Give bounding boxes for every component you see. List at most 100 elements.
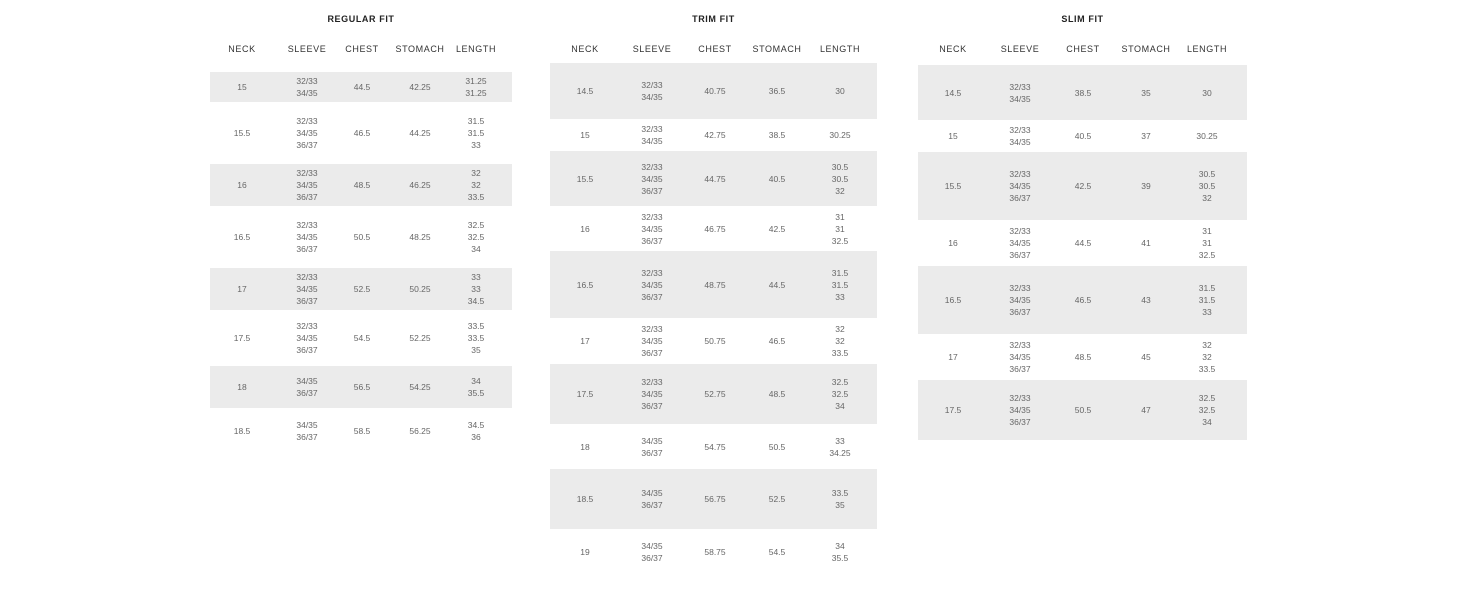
neck-cell: 18.5 (576, 494, 594, 504)
table-row: 17.5 32/33 34/35 36/37 52.75 48.5 32.5 32.5 34 (550, 364, 877, 424)
table-row: 18.5 34/35 36/37 58.5 56.25 34.5 36 (210, 408, 512, 453)
length-cell: 30.25 (1196, 120, 1217, 152)
table-row: 14.5 32/33 34/35 40.75 36.5 30 (550, 63, 877, 119)
cell-line: 31.5 (1198, 295, 1216, 305)
cell-line: 36/37 (1009, 417, 1031, 427)
chest-cell: 48.5 (353, 180, 371, 190)
cell-line: 34/35 (641, 540, 663, 551)
cell-line: 32 (1202, 352, 1212, 362)
cell-line: 32/33 (1009, 340, 1031, 350)
neck-cell: 18 (237, 382, 247, 392)
cell-line: 34/35 (296, 333, 318, 343)
length-cell: 34.5 36 (468, 408, 485, 453)
cell-line: 33 (835, 435, 845, 446)
cell-line: 34/35 (641, 435, 663, 446)
chest-cell: 52.5 (353, 284, 371, 294)
cell-line: 31.5 (831, 267, 849, 278)
cell-line: 31 (1202, 226, 1212, 236)
length-cell: 33.5 33.5 35 (468, 310, 485, 366)
cell-line: 33.5 (1198, 364, 1216, 374)
sleeve-cell: 32/33 34/35 36/37 (1009, 220, 1030, 266)
column-header-neck: NECK (228, 44, 256, 54)
cell-line: 32/33 (641, 377, 663, 387)
cell-line: 32 (471, 168, 481, 178)
chest-cell: 56.75 (704, 494, 726, 504)
cell-line: 32.5 (831, 377, 849, 387)
neck-cell: 16 (948, 238, 958, 248)
cell-line: 34.5 (467, 296, 485, 306)
chest-cell: 50.5 (1074, 405, 1092, 415)
length-cell: 31.25 31.25 (465, 72, 486, 102)
length-cell: 31 31 32.5 (1199, 220, 1216, 266)
cell-line: 32/33 (1009, 81, 1031, 92)
cell-line: 30 (835, 86, 845, 96)
cell-line: 32.5 (831, 389, 849, 399)
chest-cell: 50.5 (353, 232, 371, 242)
length-cell: 32 32 33.5 (832, 318, 849, 364)
stomach-cell: 48.25 (409, 232, 431, 242)
column-header-neck: NECK (571, 44, 599, 54)
column-header-length: LENGTH (1186, 44, 1228, 54)
cell-line: 32.5 (831, 235, 849, 246)
column-header-sleeve: SLEEVE (287, 44, 327, 54)
table-row: 16.5 32/33 34/35 36/37 50.5 48.25 32.5 32.5 34 (210, 206, 512, 268)
neck-cell: 19 (580, 546, 590, 557)
cell-line: 33.5 (831, 348, 849, 358)
cell-line: 34/35 (296, 88, 318, 98)
cell-line: 32 (471, 180, 481, 190)
neck-cell: 18 (580, 441, 590, 452)
table-row: 15 32/33 34/35 40.5 37 30.25 (918, 120, 1247, 152)
chest-cell: 50.75 (704, 336, 726, 346)
stomach-cell: 46.5 (768, 336, 786, 346)
neck-cell: 15 (580, 130, 590, 140)
length-cell: 34 35.5 (832, 529, 849, 574)
column-header-length: LENGTH (819, 44, 861, 54)
neck-cell: 16.5 (944, 295, 962, 305)
cell-line: 31.25 (465, 76, 487, 86)
cell-line: 35 (471, 345, 481, 355)
chest-cell: 56.5 (353, 382, 371, 392)
sleeve-cell: 32/33 34/35 36/37 (296, 206, 317, 268)
stomach-cell: 50.5 (768, 441, 786, 452)
neck-cell: 17.5 (576, 389, 594, 399)
table-row: 18.5 34/35 36/37 56.75 52.5 33.5 35 (550, 469, 877, 529)
cell-line: 33.5 (467, 321, 485, 331)
cell-line: 34/35 (1009, 93, 1031, 104)
cell-line: 32/33 (296, 321, 318, 331)
sleeve-cell: 32/33 34/35 (1009, 65, 1030, 120)
sleeve-cell: 34/35 36/37 (641, 424, 662, 469)
sleeve-cell: 34/35 36/37 (296, 408, 317, 453)
neck-cell: 17 (580, 336, 590, 346)
cell-line: 35.5 (467, 388, 485, 398)
chest-cell: 40.75 (704, 86, 726, 96)
stomach-cell: 39 (1141, 181, 1151, 191)
sleeve-cell: 32/33 34/35 (641, 119, 662, 151)
table-body: 14.5 32/33 34/35 38.5 35 30 15 32/33 34/35 40.5 37… (918, 65, 1247, 440)
column-headers: NECK SLEEVE CHEST STOMACH LENGTH (550, 44, 877, 58)
cell-line: 34 (471, 244, 481, 254)
cell-line: 36/37 (641, 291, 663, 302)
chest-cell: 58.75 (704, 546, 726, 557)
cell-line: 32/33 (296, 76, 318, 86)
neck-cell: 16.5 (576, 279, 594, 290)
cell-line: 31 (835, 223, 845, 234)
cell-line: 36/37 (296, 244, 318, 254)
column-header-sleeve: SLEEVE (632, 44, 672, 54)
column-header-chest: CHEST (698, 44, 732, 54)
cell-line: 30.5 (831, 173, 849, 184)
column-header-stomach: STOMACH (752, 44, 802, 54)
cell-line: 34/35 (641, 223, 663, 234)
cell-line: 34/35 (641, 389, 663, 399)
cell-line: 34/35 (1009, 137, 1031, 147)
chest-cell: 52.75 (704, 389, 726, 399)
sleeve-cell: 32/33 34/35 36/37 (1009, 152, 1030, 220)
stomach-cell: 48.5 (768, 389, 786, 399)
cell-line: 36/37 (1009, 307, 1031, 317)
cell-line: 30.25 (1196, 131, 1218, 141)
stomach-cell: 52.25 (409, 333, 431, 343)
chest-cell: 54.5 (353, 333, 371, 343)
chest-cell: 42.75 (704, 130, 726, 140)
chest-cell: 54.75 (704, 441, 726, 452)
sleeve-cell: 32/33 34/35 36/37 (296, 102, 317, 164)
neck-cell: 15.5 (233, 128, 251, 138)
